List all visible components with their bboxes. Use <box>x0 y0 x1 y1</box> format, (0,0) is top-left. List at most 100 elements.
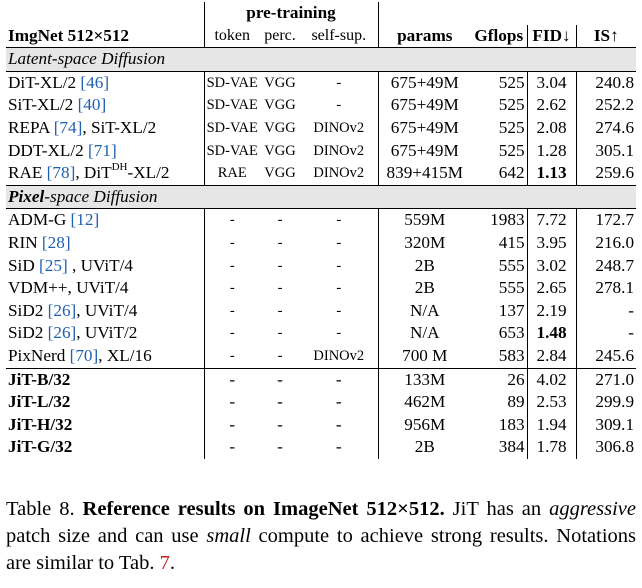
citation-link[interactable]: [26] <box>47 300 77 320</box>
gflops-cell: 555 <box>471 254 528 278</box>
perc-cell: - <box>277 414 283 434</box>
selfsup-cell: - <box>300 367 379 392</box>
perc-cell: VGG <box>264 119 296 136</box>
fid-cell: 1.28 <box>527 139 577 163</box>
gflops-cell: 525 <box>471 70 528 95</box>
method-name: SiD <box>8 255 40 275</box>
method-name-cell: RIN [28] <box>6 231 205 255</box>
selfsup-cell: - <box>300 436 379 459</box>
is-cell: 299.9 <box>595 392 635 412</box>
perc-cell: - <box>277 234 283 251</box>
is-cell: 309.1 <box>595 414 635 434</box>
gflops-cell: 583 <box>471 344 528 368</box>
is-cell: - <box>628 323 635 343</box>
method-name: SiD2 <box>8 323 48 343</box>
method-name: JiT-H/32 <box>6 413 205 437</box>
citation-link[interactable]: [28] <box>41 232 71 252</box>
citation-link[interactable]: [74] <box>53 117 83 137</box>
is-cell: 271.0 <box>576 367 637 392</box>
method-superscript: DH <box>111 161 128 174</box>
method-name: DDT-XL/2 <box>8 140 89 160</box>
token-cell: - <box>204 208 260 232</box>
citation-link[interactable]: [46] <box>80 72 110 92</box>
method-name: JiT-B/32 <box>6 367 205 392</box>
caption-italic-2: small <box>206 525 251 547</box>
method-name-tail: , XL/16 <box>98 345 152 365</box>
citation-link[interactable]: [25] <box>39 255 68 275</box>
perc-cell: - <box>260 208 300 232</box>
selfsup-cell: DINOv2 <box>300 139 379 163</box>
perc-cell: VGG <box>264 142 296 159</box>
section-header-row: Pixel-space Diffusion <box>6 184 637 209</box>
selfsup-cell: - <box>300 254 379 278</box>
is-cell: 305.1 <box>595 140 635 160</box>
caption-table-ref-link[interactable]: 7 <box>159 552 170 574</box>
is-cell: 252.2 <box>595 95 635 115</box>
method-name: ADM-G <box>8 210 71 230</box>
selfsup-cell: - <box>300 299 379 323</box>
method-name: REPA <box>8 117 54 137</box>
token-cell: - <box>229 234 235 251</box>
caption-text-4: . <box>169 552 175 574</box>
method-name-cell: VDM++, UViT/4 <box>6 277 205 300</box>
table-row: DiT-XL/2 [46] SD-VAE VGG -675+49M 525 3.04 240… <box>6 70 637 95</box>
perc-cell: - <box>277 437 283 457</box>
gflops-cell: 525 <box>471 139 528 163</box>
gflops-cell: 525 <box>471 94 528 117</box>
citation-link[interactable]: [40] <box>77 95 107 115</box>
method-name-cell: DiT-XL/2 [46] <box>6 70 205 95</box>
is-cell: 245.6 <box>595 345 635 365</box>
method-name-cell: SiT-XL/2 [40] <box>6 94 205 117</box>
caption-label: Table 8. <box>6 498 75 520</box>
table-row: SiD [25] , UViT/4- - -2B 555 3.02 248.7 <box>6 254 636 278</box>
citation-link[interactable]: [71] <box>88 140 117 160</box>
method-name: RIN <box>8 232 42 252</box>
token-cell: - <box>204 367 260 392</box>
token-cell: - <box>229 280 235 297</box>
token-cell: - <box>229 257 235 274</box>
section-title-rest: Latent-space Diffusion <box>8 49 166 69</box>
selfsup-cell: DINOv2 <box>300 116 379 140</box>
gflops-cell: 137 <box>471 299 528 323</box>
token-cell: SD-VAE <box>204 70 260 95</box>
method-name-cell: ADM-G [12] <box>6 208 205 232</box>
fid-cell: 2.08 <box>527 116 577 140</box>
header-gflops: Gflops <box>471 24 528 48</box>
token-cell: SD-VAE <box>206 97 258 114</box>
is-cell: 216.0 <box>595 232 635 252</box>
fid-cell: 1.94 <box>527 413 577 437</box>
fid-cell: 3.95 <box>527 231 577 255</box>
jit-table-row: JiT-G/32- - -2B 384 1.78 306.8 <box>6 436 636 459</box>
table-row: SiT-XL/2 [40] SD-VAE VGG -675+49M 525 2.62 252… <box>6 94 636 117</box>
is-cell: 240.8 <box>576 70 637 95</box>
caption-text-3: compute to achieve strong results. Notat… <box>6 525 636 574</box>
citation-link[interactable]: [26] <box>47 323 77 343</box>
fid-cell: 2.62 <box>527 94 577 117</box>
params-cell: 559M <box>378 208 472 232</box>
citation-link[interactable]: [78] <box>46 163 76 183</box>
method-name-cell: DDT-XL/2 [71] <box>6 139 205 163</box>
token-cell: SD-VAE <box>206 119 258 136</box>
params-cell: 700 M <box>402 345 448 365</box>
citation-link[interactable]: [70] <box>69 345 99 365</box>
selfsup-cell: - <box>300 208 379 232</box>
header-params: params <box>397 25 453 45</box>
fid-cell: 1.78 <box>527 436 577 459</box>
perc-cell: - <box>277 302 283 319</box>
method-name-cell: SiD2 [26], UViT/2 <box>6 322 205 345</box>
method-name: SiD2 <box>8 300 48 320</box>
header-perc: perc. <box>264 26 296 44</box>
method-name-tail: , UViT/2 <box>76 323 138 343</box>
method-name: SiT-XL/2 <box>8 95 78 115</box>
citation-link[interactable]: [12] <box>70 210 100 230</box>
token-cell: SD-VAE <box>206 142 258 159</box>
method-name: RAE <box>8 163 47 183</box>
method-name-tail: , UViT/4 <box>67 255 134 275</box>
perc-cell: - <box>277 257 283 274</box>
gflops-cell: 183 <box>471 413 528 437</box>
perc-cell: VGG <box>260 70 300 95</box>
is-cell: 172.7 <box>576 208 637 232</box>
gflops-cell: 642 <box>471 162 528 186</box>
selfsup-cell: - <box>300 322 379 345</box>
perc-cell: - <box>277 392 283 412</box>
